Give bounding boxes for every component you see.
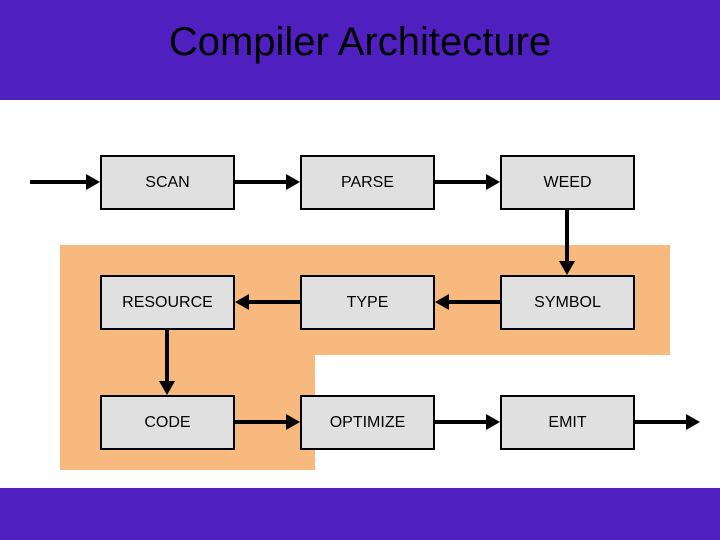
node-resource: RESOURCE xyxy=(100,275,235,330)
node-code: CODE xyxy=(100,395,235,450)
node-type: TYPE xyxy=(300,275,435,330)
node-weed: WEED xyxy=(500,155,635,210)
node-parse: PARSE xyxy=(300,155,435,210)
node-scan: SCAN xyxy=(100,155,235,210)
node-emit: EMIT xyxy=(500,395,635,450)
slide-title: Compiler Architecture xyxy=(0,20,720,65)
node-optimize: OPTIMIZE xyxy=(300,395,435,450)
node-symbol: SYMBOL xyxy=(500,275,635,330)
